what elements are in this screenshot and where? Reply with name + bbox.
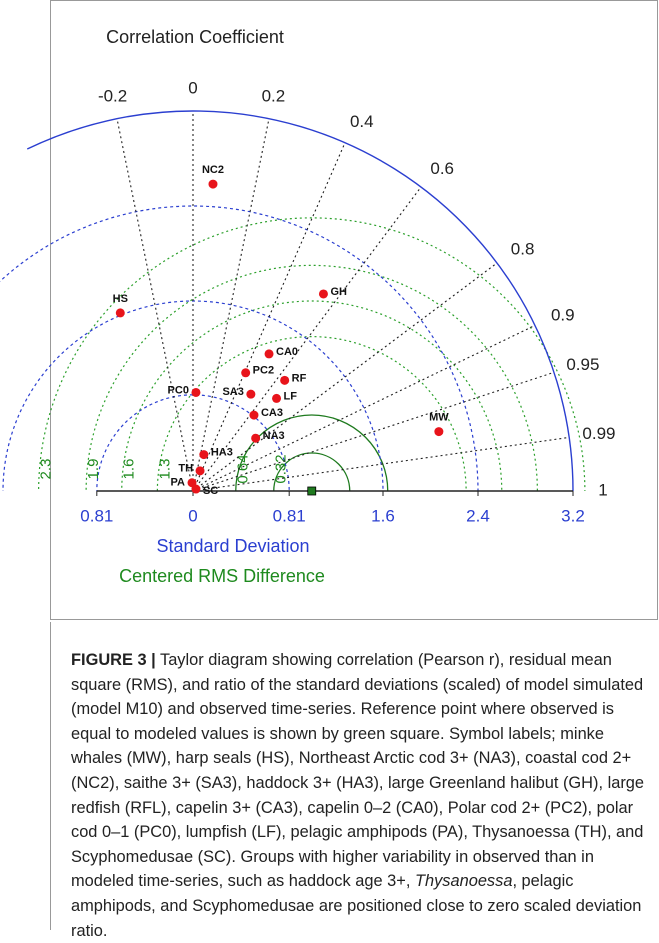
corr-ray [116,118,194,492]
x-tick-label: 0.81 [80,506,113,525]
corr-tick-label: 0.8 [511,239,535,258]
corr-tick-label: 0.6 [430,159,454,178]
x-tick-label: 0.81 [273,506,306,525]
figure-frame [50,0,658,620]
caption: FIGURE 3 | Taylor diagram showing correl… [50,622,651,940]
rms-tick-label: 0.32 [273,454,290,483]
corr-ray [192,324,536,492]
data-point [272,393,282,403]
rms-contour [273,452,351,491]
rms-title: Centered RMS Difference [119,566,325,586]
point-label: PC2 [253,365,274,377]
point-label: HA3 [211,446,233,458]
point-label: SA3 [222,386,243,398]
figure: Correlation Coefficient Standard Deviati… [0,0,658,620]
std-arc [0,205,479,491]
data-point [208,179,218,189]
corr-tick-label: 0.9 [551,305,575,324]
corr-tick-label: 0.99 [582,424,615,443]
data-point [199,450,209,460]
point-label: SC [203,485,218,497]
corr-ray [192,436,570,492]
data-point [195,466,205,476]
reference-point [307,486,317,496]
data-point [115,308,125,318]
point-label: TH [178,463,193,475]
x-tick-label: 1.6 [371,506,395,525]
rms-tick-label: 1.6 [121,459,138,480]
data-point [251,433,261,443]
corr-tick-label: 0.4 [350,112,374,131]
caption-italic: Thysanoessa [414,872,513,891]
caption-text: Taylor diagram showing correlation (Pear… [71,651,645,891]
point-label: GH [330,286,347,298]
rms-tick-label: 0.64 [235,454,252,483]
x-tick-label: 0 [188,506,197,525]
x-axis-title: Standard Deviation [156,536,309,556]
angle-title: Correlation Coefficient [106,27,284,47]
corr-ray [192,118,270,492]
x-tick-label: 3.2 [561,506,585,525]
point-label: CA3 [261,407,283,419]
data-point [249,410,259,420]
corr-tick-label: 0.95 [566,355,599,374]
point-label: MW [429,411,449,423]
data-point [246,389,256,399]
rms-tick-label: 1.3 [156,459,173,480]
outer-arc [26,110,574,492]
corr-tick-label: 1 [598,480,607,499]
data-point [264,349,274,359]
data-point [318,289,328,299]
data-point [191,484,201,494]
point-label: PA [171,477,186,489]
corr-ray [192,262,498,492]
corr-tick-label: 0.2 [262,87,286,106]
point-label: NA3 [263,430,285,442]
corr-tick-label: -0.2 [98,87,127,106]
rms-contour [38,217,586,491]
point-label: LF [284,390,298,402]
point-label: NC2 [202,164,224,176]
point-label: CA0 [276,346,298,358]
corr-tick-label: 0 [188,78,197,97]
corr-ray [192,186,422,492]
data-point [191,387,201,397]
grid [0,205,586,491]
data-point [434,427,444,437]
corr-ray [192,142,346,492]
point-label: PC0 [168,384,189,396]
rms-contour [235,414,389,491]
point-label: RF [292,372,307,384]
corr-ray [192,371,555,492]
data-point [241,368,251,378]
x-tick-label: 2.4 [466,506,490,525]
rms-tick-label: 2.3 [38,459,55,480]
data-point [280,375,290,385]
rms-tick-label: 1.9 [85,459,102,480]
point-label: HS [113,293,128,305]
caption-label: FIGURE 3 | [71,651,156,669]
